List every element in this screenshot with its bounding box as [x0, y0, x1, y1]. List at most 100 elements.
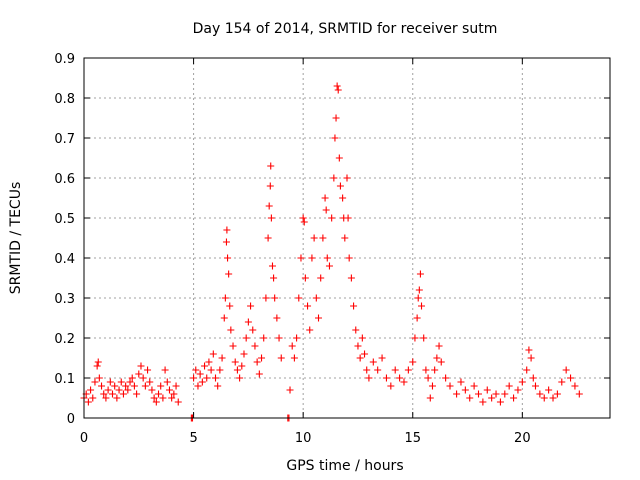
data-point: [293, 334, 301, 342]
data-point: [89, 394, 97, 402]
data-point: [322, 206, 330, 214]
data-point: [527, 354, 535, 362]
data-point: [510, 394, 518, 402]
data-point: [414, 294, 422, 302]
data-point: [224, 254, 232, 262]
data-point: [106, 378, 114, 386]
data-point: [216, 366, 224, 374]
x-tick-label: 0: [80, 431, 88, 446]
data-point: [304, 302, 312, 310]
data-point: [236, 374, 244, 382]
data-points: [80, 82, 583, 422]
data-point: [247, 302, 255, 310]
data-point: [335, 154, 343, 162]
y-tick-label: 0: [67, 412, 75, 427]
data-point: [111, 382, 119, 390]
data-point: [253, 358, 261, 366]
y-tick-label: 0.5: [54, 212, 75, 227]
data-point: [130, 382, 138, 390]
data-point: [315, 314, 323, 322]
data-point: [461, 386, 469, 394]
data-point: [100, 390, 108, 398]
data-point: [144, 366, 152, 374]
data-point: [426, 394, 434, 402]
data-point: [119, 390, 127, 398]
data-point: [310, 234, 318, 242]
y-tick-label: 0.1: [54, 372, 75, 387]
data-point: [332, 114, 340, 122]
data-point: [409, 358, 417, 366]
data-point: [483, 386, 491, 394]
data-point: [466, 394, 474, 402]
data-point: [300, 218, 308, 226]
data-point: [290, 354, 298, 362]
data-point: [212, 374, 219, 382]
data-point: [168, 394, 176, 402]
data-point: [358, 334, 366, 342]
data-point: [361, 350, 369, 358]
data-point: [501, 390, 509, 398]
data-point: [325, 262, 333, 270]
data-point: [218, 354, 226, 362]
y-tick-label: 0.8: [54, 92, 75, 107]
data-point: [244, 318, 252, 326]
data-point: [165, 386, 173, 394]
data-point: [525, 346, 533, 354]
data-point: [267, 214, 275, 222]
data-point: [170, 390, 178, 398]
data-point: [91, 378, 99, 386]
data-point: [207, 366, 215, 374]
data-point: [137, 362, 145, 370]
data-point: [150, 394, 158, 402]
data-point: [387, 382, 395, 390]
data-point: [220, 314, 228, 322]
data-point: [87, 386, 95, 394]
data-point: [518, 378, 526, 386]
data-point: [174, 398, 182, 406]
chart-title: Day 154 of 2014, SRMTID for receiver sut…: [193, 21, 498, 37]
data-point: [288, 342, 296, 350]
data-point: [95, 374, 103, 382]
y-tick-label: 0.7: [54, 132, 75, 147]
data-point: [411, 334, 419, 342]
data-point: [488, 394, 496, 402]
data-point: [98, 382, 106, 390]
data-point: [435, 342, 443, 350]
data-point: [356, 354, 364, 362]
data-point: [457, 378, 465, 386]
data-point: [148, 386, 156, 394]
data-point: [163, 378, 171, 386]
data-point: [523, 366, 531, 374]
data-point: [433, 354, 441, 362]
data-point: [496, 398, 504, 406]
data-point: [102, 394, 110, 402]
y-axis-ticks: 0 0.1 0.2 0.3 0.4 0.5 0.6 0.7 0.8 0.9: [54, 52, 610, 427]
data-point: [365, 374, 373, 382]
data-point: [562, 366, 570, 374]
data-point: [492, 390, 500, 398]
data-point: [240, 350, 248, 358]
data-point: [117, 378, 125, 386]
x-axis-title: GPS time / hours: [286, 458, 403, 474]
data-point: [575, 390, 583, 398]
data-point: [343, 174, 351, 182]
data-point: [221, 294, 229, 302]
y-tick-label: 0.6: [54, 172, 75, 187]
data-point: [223, 226, 231, 234]
data-point: [470, 382, 478, 390]
data-point: [271, 294, 279, 302]
data-point: [363, 366, 371, 374]
data-point: [404, 366, 412, 374]
data-point: [108, 390, 116, 398]
data-point: [333, 82, 341, 90]
data-point: [299, 214, 307, 222]
data-point: [209, 350, 217, 358]
data-point: [354, 342, 362, 350]
data-point: [222, 238, 230, 246]
data-point: [233, 366, 241, 374]
data-point: [94, 358, 102, 366]
data-point: [255, 370, 263, 378]
data-point: [369, 358, 377, 366]
data-point: [265, 202, 273, 210]
data-point: [330, 174, 338, 182]
